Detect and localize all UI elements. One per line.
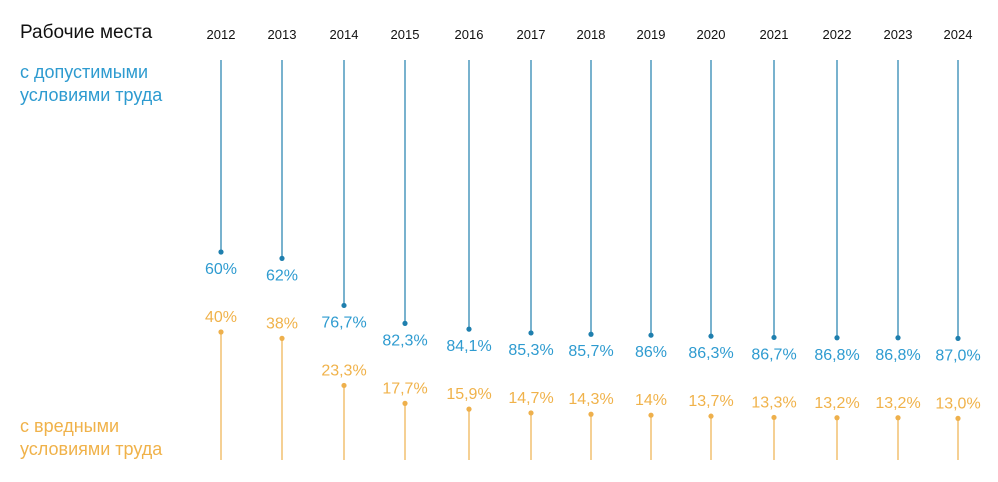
bar-bad-dot	[402, 400, 408, 406]
x-tick-label: 2022	[823, 27, 852, 42]
chart-title: Рабочие места	[20, 22, 153, 43]
bar-bad-dot	[771, 414, 777, 421]
x-tick-label: 2013	[268, 27, 297, 42]
x-tick-label: 2024	[944, 27, 973, 42]
bar-bad-dot	[588, 411, 594, 417]
legend-good-line-1: с допустимыми	[20, 62, 149, 82]
x-tick-label: 2016	[455, 27, 484, 42]
data-label-good: 60%	[205, 261, 237, 278]
data-label-good: 86,8%	[814, 347, 859, 364]
data-label-good: 86,7%	[751, 346, 796, 363]
bar-good-dot	[218, 249, 224, 255]
bar-bad-dot	[528, 410, 534, 416]
bar-bad-dot	[955, 415, 961, 421]
data-label-bad: 13,7%	[688, 393, 733, 410]
bar-good-dot	[895, 335, 901, 341]
bar-bad-dot	[834, 415, 840, 421]
x-tick-label: 2020	[697, 27, 726, 42]
bar-good-dot	[708, 333, 714, 339]
x-tick-label: 2019	[637, 27, 666, 42]
data-label-bad: 13,2%	[875, 395, 920, 412]
bar-good-dot	[279, 255, 285, 261]
data-label-good: 87,0%	[935, 347, 980, 364]
data-label-bad: 40%	[205, 309, 237, 326]
bar-good-dot	[588, 331, 594, 337]
x-tick-label: 2012	[207, 27, 236, 42]
bar-bad-dot	[341, 382, 347, 389]
data-label-bad: 15,9%	[446, 386, 491, 403]
bar-good-dot	[528, 330, 534, 336]
legend-good: с допустимыми условиями труда	[20, 61, 162, 107]
data-label-bad: 14,7%	[508, 390, 553, 407]
data-label-bad: 17,7%	[382, 380, 427, 397]
data-label-bad: 13,0%	[935, 395, 980, 412]
bar-good-dot	[771, 334, 777, 341]
data-label-good: 82,3%	[382, 332, 427, 349]
bar-bad-dot	[648, 412, 654, 418]
data-label-good: 62%	[266, 267, 298, 284]
legend-bad: с вредными условиями труда	[20, 415, 162, 461]
bar-bad-dot	[895, 415, 901, 421]
data-label-good: 86,8%	[875, 347, 920, 364]
bar-good-dot	[955, 335, 961, 341]
legend-bad-line-2: условиями труда	[20, 439, 163, 459]
bar-bad-dot	[466, 406, 472, 412]
bar-bad-dot	[218, 329, 224, 335]
bar-good-dot	[341, 302, 347, 309]
data-label-bad: 14,3%	[568, 391, 613, 408]
x-tick-label: 2018	[577, 27, 606, 42]
bar-good-dot	[834, 335, 840, 341]
data-label-bad: 13,2%	[814, 395, 859, 412]
x-tick-label: 2021	[760, 27, 789, 42]
x-tick-label: 2023	[884, 27, 913, 42]
data-label-bad: 23,3%	[321, 362, 366, 379]
bar-good-dot	[466, 326, 472, 332]
data-label-bad: 38%	[266, 315, 298, 332]
bar-good-dot	[402, 320, 408, 326]
data-label-good: 85,7%	[568, 343, 613, 360]
data-label-good: 86%	[635, 344, 667, 361]
data-label-good: 86,3%	[688, 345, 733, 362]
x-tick-label: 2014	[330, 27, 359, 42]
legend-bad-line-1: с вредными	[20, 416, 119, 436]
data-label-bad: 13,3%	[751, 394, 796, 411]
x-tick-label: 2015	[391, 27, 420, 42]
bar-bad-dot	[708, 413, 714, 419]
data-label-good: 76,7%	[321, 314, 366, 331]
bar-bad-dot	[279, 335, 285, 341]
x-tick-label: 2017	[517, 27, 546, 42]
data-label-good: 85,3%	[508, 342, 553, 359]
legend-good-line-2: условиями труда	[20, 85, 163, 105]
data-label-good: 84,1%	[446, 338, 491, 355]
data-label-bad: 14%	[635, 392, 667, 409]
bar-good-dot	[648, 332, 654, 338]
